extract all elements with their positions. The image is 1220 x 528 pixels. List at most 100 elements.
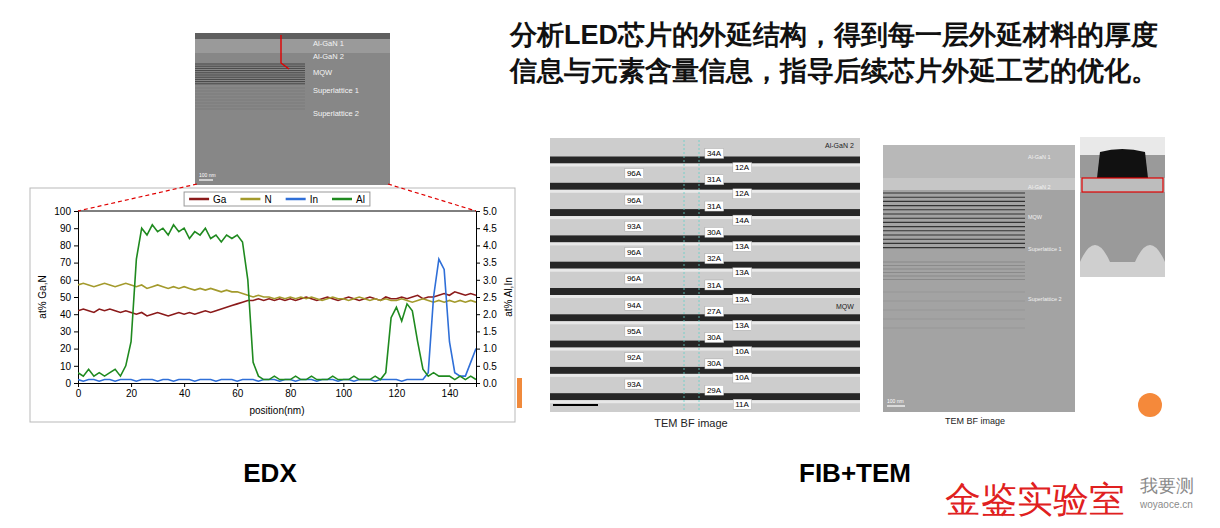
page: 分析LED芯片的外延结构，得到每一层外延材料的厚度信息与元素含量信息，指导后续芯… xyxy=(0,0,1220,528)
tick: 2.5 xyxy=(476,292,497,303)
axis-line xyxy=(79,384,477,388)
tick-mark xyxy=(74,280,78,281)
thickness-label: 30A xyxy=(707,333,722,342)
thickness-label: 13A xyxy=(735,242,750,251)
tick-mark xyxy=(476,366,480,367)
tick: 90 xyxy=(60,223,78,234)
thickness-label: 30A xyxy=(707,228,722,237)
image-bg xyxy=(550,138,860,412)
image-layer xyxy=(195,83,305,84)
image-band xyxy=(195,39,390,53)
interlayer xyxy=(550,374,860,377)
label-box xyxy=(705,227,724,237)
y2-axis-title: at% Al,In xyxy=(503,277,514,316)
tick: 1.5 xyxy=(476,326,497,337)
layer-label: Superlattice 2 xyxy=(313,109,359,118)
tick: 0.0 xyxy=(476,378,497,389)
image-layer xyxy=(883,276,1025,277)
tick-mark xyxy=(476,263,480,264)
image-layer xyxy=(883,222,1025,223)
tick: 80 xyxy=(285,383,297,399)
tick-mark xyxy=(290,383,291,387)
image-layer xyxy=(883,247,1025,248)
zoom-line xyxy=(78,184,197,211)
image-layer xyxy=(195,94,305,95)
tick-mark xyxy=(74,297,78,298)
tick-label: 10 xyxy=(60,361,72,372)
label-box xyxy=(705,149,724,159)
tick-label: 30 xyxy=(60,326,72,337)
y-axis-title: at% Ga,N xyxy=(37,275,48,318)
tick-label: 100 xyxy=(54,206,71,217)
label-box xyxy=(625,274,644,284)
scale-label: 100 nm xyxy=(887,398,904,404)
image-layer xyxy=(883,310,1025,311)
image-band xyxy=(195,33,390,39)
label-box xyxy=(705,201,724,211)
tick-label: 4.5 xyxy=(483,223,497,234)
layer-label: Superlattice 1 xyxy=(1028,246,1062,252)
image-layer xyxy=(195,64,305,65)
image-layer xyxy=(883,265,1025,266)
label-box xyxy=(705,359,724,369)
tick-label: 4.0 xyxy=(483,240,497,251)
image-layer xyxy=(883,226,1025,227)
label-box xyxy=(625,221,644,231)
thickness-label: 31A xyxy=(707,202,722,211)
image-layer xyxy=(883,234,1025,235)
label-box xyxy=(733,163,752,173)
tick-mark xyxy=(476,228,480,229)
legend-swatch xyxy=(332,198,352,201)
label-box xyxy=(705,280,724,290)
interlayer xyxy=(550,164,860,167)
tick: 10 xyxy=(60,361,78,372)
legend-swatch xyxy=(286,198,306,201)
legend-item: N xyxy=(240,194,271,205)
tick-mark xyxy=(476,383,480,384)
zoom-line xyxy=(388,184,476,211)
thickness-label: 30A xyxy=(707,359,722,368)
header-line: 分析LED芯片的外延结构，得到每一层外延材料的厚度 xyxy=(509,20,1158,50)
tick-label: 3.0 xyxy=(483,275,497,286)
series-line xyxy=(78,292,476,316)
tick-label: 5.0 xyxy=(483,206,497,217)
legend-swatch xyxy=(240,198,260,201)
tick-label: 60 xyxy=(60,275,72,286)
tick-mark xyxy=(476,280,480,281)
label-box xyxy=(625,195,644,205)
image-layer xyxy=(883,279,1025,280)
image-layer xyxy=(195,72,305,73)
tem-mqw-image: 34A12A31A12A31A14A30A13A32A13A31A13A27A1… xyxy=(550,138,860,412)
tick-mark xyxy=(184,383,185,387)
image-layer xyxy=(883,201,1025,202)
image-layer xyxy=(195,77,305,78)
tem-full-image: Al-GaN 1Al-GaN 2MQWSuperlattice 1Superla… xyxy=(883,145,1075,412)
section-caption: EDX xyxy=(243,458,297,488)
image-band xyxy=(883,178,1075,190)
decor-dot xyxy=(1138,393,1162,417)
label-box xyxy=(733,189,752,199)
legend-item: Ga xyxy=(189,194,227,205)
interlayer xyxy=(550,400,860,403)
tick: 3.0 xyxy=(476,275,497,286)
x-axis-title: position(nm) xyxy=(249,405,304,416)
tick: 60 xyxy=(60,275,78,286)
tick-label: 2.5 xyxy=(483,292,497,303)
image-caption: TEM BF image xyxy=(654,417,727,429)
legend-swatch xyxy=(189,198,209,201)
thickness-label: 93A xyxy=(627,222,642,231)
label-box xyxy=(625,327,644,337)
legend: GaNInAl xyxy=(184,192,370,206)
thickness-label: 32A xyxy=(707,254,722,263)
label-box xyxy=(733,347,752,357)
header-line: 信息与元素含量信息，指导后续芯片外延工艺的优化。 xyxy=(509,56,1158,86)
layer-label: MQW xyxy=(313,68,333,77)
image-layer xyxy=(883,205,1025,206)
series-line xyxy=(78,283,476,302)
image-bg xyxy=(1080,137,1165,277)
tick-mark xyxy=(476,349,480,350)
interlayer xyxy=(550,269,860,272)
thickness-label: 96A xyxy=(627,274,642,283)
highlight-box xyxy=(1082,178,1163,192)
tick-mark xyxy=(74,263,78,264)
